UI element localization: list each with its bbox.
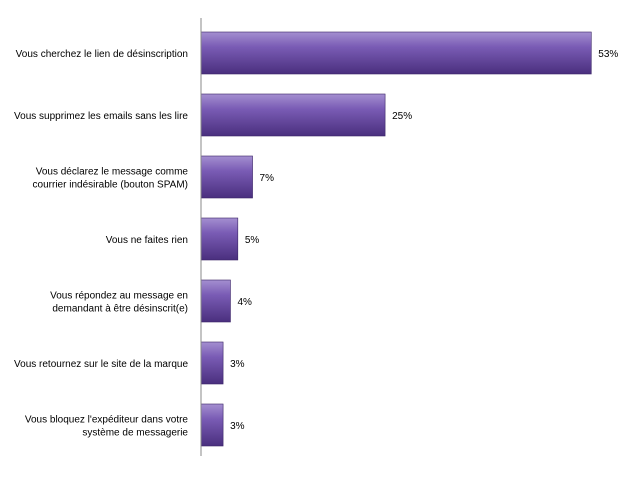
category-label-line: Vous déclarez le message comme <box>36 167 189 178</box>
bar <box>200 341 224 385</box>
labels-layer: 53% Vous cherchez le lien de désinscripti… <box>14 49 618 439</box>
category-label-line: demandant à être désinscrit(e) <box>52 304 188 315</box>
category-label-line: Vous cherchez le lien de désinscription <box>16 49 188 60</box>
bar <box>200 155 253 199</box>
category-label: Vous déclarez le message comme courrier i… <box>33 167 189 191</box>
category-label: Vous supprimez les emails sans les lire <box>14 111 188 122</box>
value-label: 3% <box>230 421 245 432</box>
category-label-line: Vous répondez au message en <box>50 291 188 302</box>
category-label: Vous cherchez le lien de désinscription <box>16 49 188 60</box>
bar <box>200 31 592 75</box>
bar <box>200 403 224 447</box>
category-label: Vous ne faites rien <box>106 235 188 246</box>
category-label-line: Vous supprimez les emails sans les lire <box>14 111 188 122</box>
category-label: Vous retournez sur le site de la marque <box>14 359 188 370</box>
value-label: 4% <box>237 297 252 308</box>
bar <box>200 279 231 323</box>
value-label: 53% <box>598 49 618 60</box>
bars-layer <box>200 31 592 447</box>
value-label: 7% <box>260 173 275 184</box>
bar <box>200 93 386 137</box>
category-label-line: système de messagerie <box>82 428 188 439</box>
category-label: Vous répondez au message en demandant à ê… <box>50 291 188 315</box>
bar <box>200 217 239 261</box>
category-label-line: courrier indésirable (bouton SPAM) <box>33 180 188 191</box>
category-label-line: Vous bloquez l'expéditeur dans votre <box>25 415 189 426</box>
category-label: Vous bloquez l'expéditeur dans votre syst… <box>25 415 189 439</box>
value-label: 3% <box>230 359 245 370</box>
value-label: 5% <box>245 235 260 246</box>
category-label-line: Vous ne faites rien <box>106 235 188 246</box>
category-label-line: Vous retournez sur le site de la marque <box>14 359 188 370</box>
value-label: 25% <box>392 111 412 122</box>
